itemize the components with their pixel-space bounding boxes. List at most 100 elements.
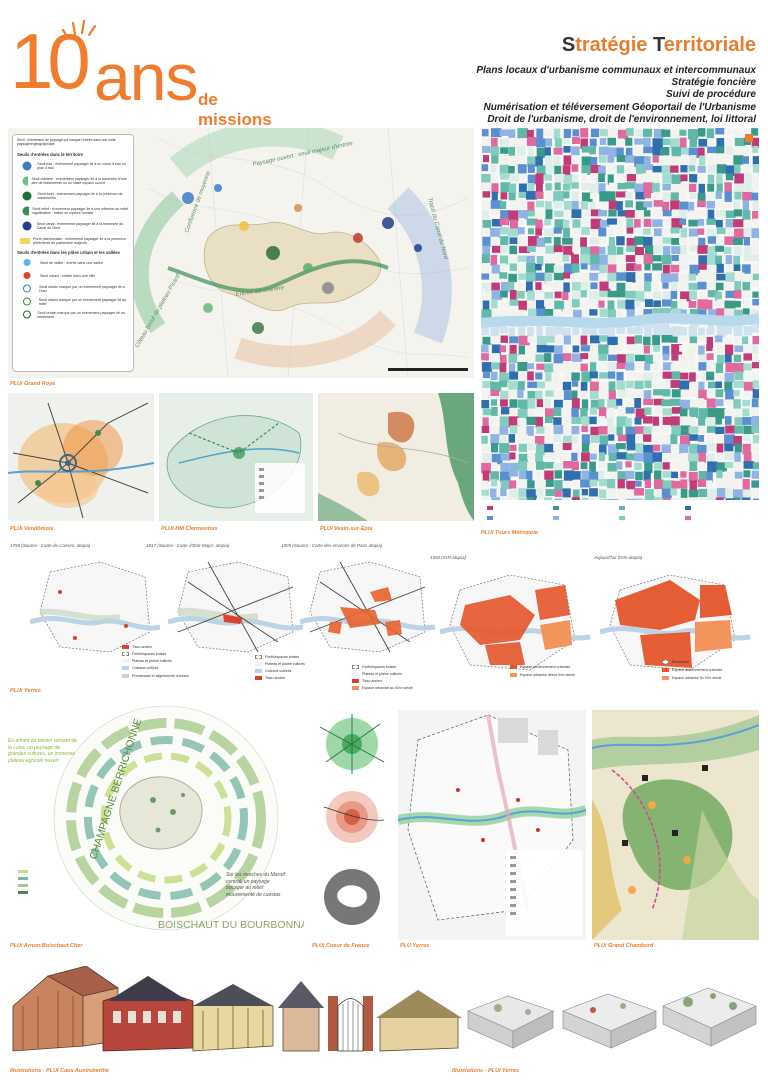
map-parcel [562,308,572,315]
map-parcel [733,435,742,447]
map-parcel [607,309,616,320]
map-parcel [500,182,511,193]
map-parcel [716,263,724,273]
map-parcel [752,434,759,444]
map-parcel [706,353,714,360]
map-parcel [670,165,679,173]
map-parcel [634,390,645,399]
timeline-title: 1817 (Source : Carte d'État-Major; atopi… [146,543,230,548]
map-parcel [563,245,574,256]
map-parcel [616,272,627,281]
map-parcel [725,165,736,176]
map-parcel [535,471,543,478]
map-parcel [517,255,528,262]
map-parcel [481,263,489,273]
map-parcel [743,381,755,391]
map-parcel [526,416,536,425]
map-parcel [599,335,608,342]
map-parcel [580,290,587,298]
map-parcel [508,129,516,139]
legend-list-2: Seuil de vallée : entrée dans une vallée… [17,258,129,319]
map-parcel [679,137,687,149]
yerres-1756-map [30,561,160,653]
map-parcel [563,209,573,218]
map-parcel [508,380,518,391]
map-parcel [535,461,545,470]
map-parcel [607,228,614,237]
map-parcel [598,344,609,355]
map-parcel [662,462,670,470]
map-parcel [607,137,617,146]
map-parcel [715,416,722,425]
map-parcel [527,290,535,301]
map-parcel [725,290,735,298]
map-parcel [607,362,618,371]
map-parcel [716,299,727,307]
map-parcel [688,165,696,172]
map-parcel [536,381,548,389]
map-parcel [527,336,536,343]
map-parcel [634,488,644,496]
map-parcel [616,191,627,198]
map-parcel [625,489,634,498]
map-parcel [598,353,608,361]
map-parcel [518,210,528,220]
map-parcel [527,480,535,489]
map-parcel [571,390,578,401]
map-parcel [572,200,579,210]
map-parcel [679,191,687,200]
map-parcel [590,156,598,166]
map-parcel [707,255,717,266]
map-parcel [580,353,589,360]
map-parcel [500,245,511,254]
map-parcel [490,336,501,344]
subtitle-line: Droit de l'urbanisme, droit de l'environ… [487,113,756,125]
map-parcel [734,425,744,434]
map-parcel [625,191,633,199]
map-parcel [679,326,687,337]
map-parcel [680,165,688,173]
map-parcel [481,425,490,434]
map-parcel [734,417,746,426]
map-parcel [707,164,719,173]
tours-map [481,128,759,528]
map-parcel [571,362,581,370]
map-parcel [661,444,672,453]
map-parcel [707,236,717,244]
map-parcel [517,399,529,410]
map-parcel [662,155,673,165]
map-parcel [553,399,563,408]
brick-house-illustration [102,976,194,1052]
map-parcel [733,354,742,363]
map-parcel [688,326,697,337]
map-parcel [616,201,623,211]
map-parcel [635,164,647,175]
map-parcel [527,363,535,370]
vendomois-map-panel [8,393,154,521]
map-parcel [482,291,494,301]
map-parcel [706,191,717,201]
map-parcel [743,128,752,135]
map-parcel [680,291,691,302]
map-parcel [643,201,653,208]
map-parcel [616,155,627,163]
map-parcel [751,425,759,434]
caption-vendomois: PLUi Vendômois [10,526,54,532]
timeline-legend-5: Boisement Espace anciennement urbanisé E… [662,660,722,684]
map-parcel [482,453,493,464]
thatched-house-illustration [376,990,462,1052]
map-parcel [698,354,710,363]
map-parcel [518,246,530,254]
map-parcel [625,390,636,398]
map-parcel [644,263,651,271]
map-parcel [481,435,488,445]
map-parcel [509,155,521,165]
map-parcel [607,426,616,434]
map-parcel [752,218,759,229]
map-parcel [643,236,653,248]
map-parcel [598,489,607,499]
map-parcel [544,443,555,453]
map-parcel [608,354,618,361]
map-parcel [725,218,735,228]
map-parcel [599,362,609,371]
